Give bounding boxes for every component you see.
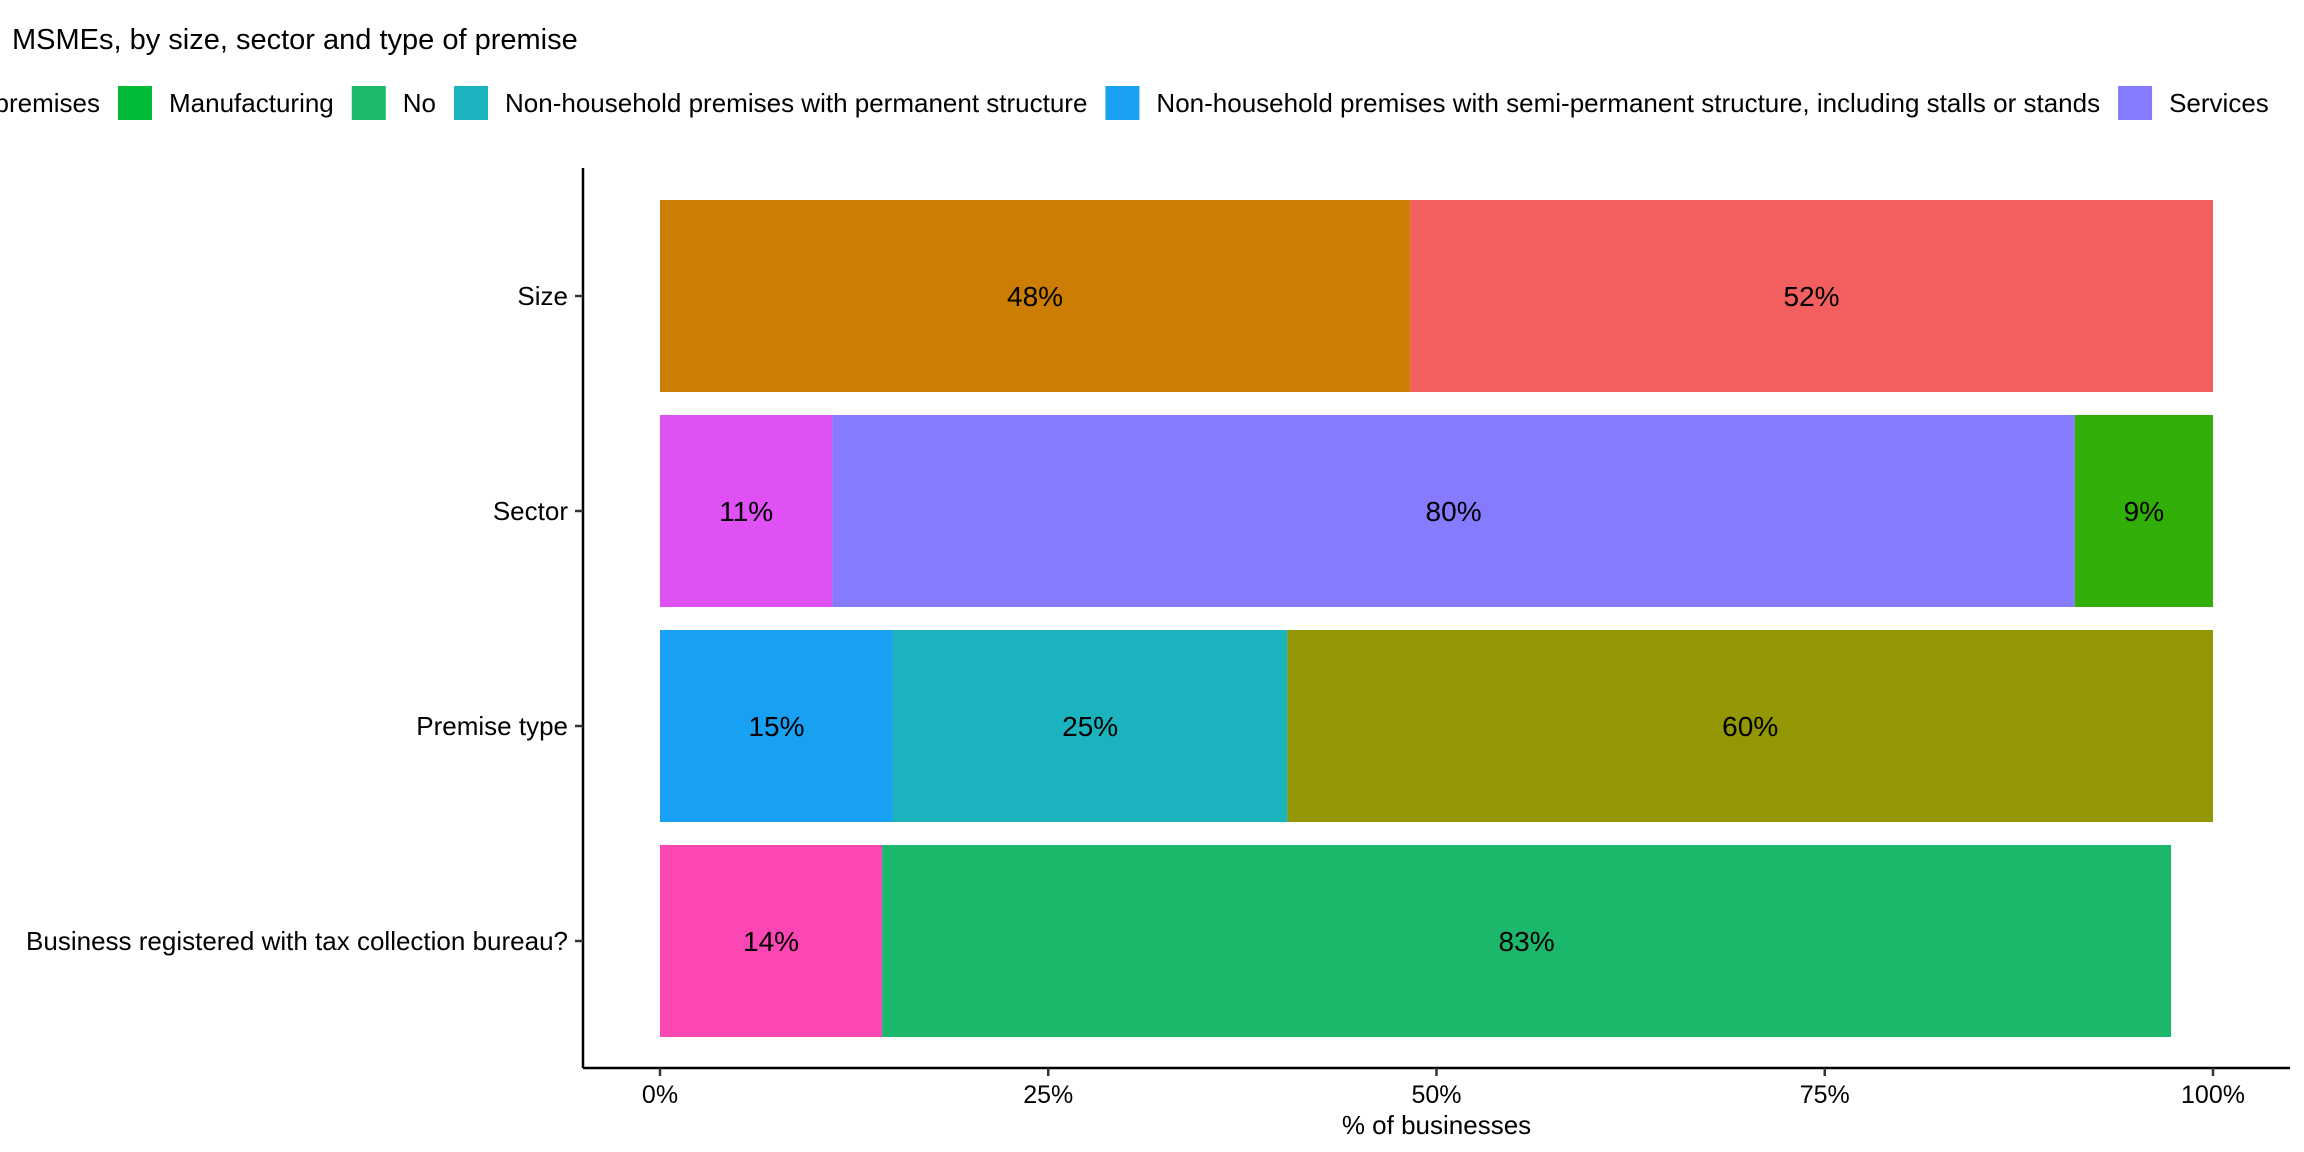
axes: Size Sector Premise type Business registere… <box>26 168 2290 1109</box>
legend-label-6: Services <box>2169 88 2269 118</box>
bar-data-label-3-2: 25% <box>1062 711 1118 742</box>
legend-label-2: Manufacturing <box>169 88 334 118</box>
bar-segment-4-1 <box>660 845 883 1037</box>
legend-label-3: No <box>403 88 436 118</box>
legend-key-4 <box>454 86 489 120</box>
legend-label-1: premises <box>0 88 100 118</box>
legend-label-4: Non-household premises with permanent st… <box>505 88 1087 118</box>
x-tick-label-3: 50% <box>1411 1081 1461 1109</box>
bar-data-label-2-2: 80% <box>1426 496 1482 527</box>
bar-segment-2-3 <box>2074 415 2213 607</box>
x-tick-label-2: 25% <box>1023 1081 1073 1109</box>
legend: premises Manufacturing No Non-household pre… <box>0 86 2269 120</box>
bar-data-label-1-1: 48% <box>1007 281 1063 312</box>
x-axis-title: % of businesses <box>1342 1110 1531 1140</box>
bar-segment-3-1 <box>660 630 893 822</box>
bar-data-label-2-1: 11% <box>719 496 773 527</box>
x-tick-label-4: 75% <box>1800 1081 1850 1109</box>
legend-key-6 <box>2118 86 2153 120</box>
legend-key-3 <box>351 86 386 120</box>
bar-data-label-3-1: 15% <box>748 711 804 742</box>
bar-data-label-2-3: 9% <box>2124 496 2164 527</box>
y-tick-label-4: Business registered with tax collection … <box>26 926 568 956</box>
y-tick-label-3: Premise type <box>416 711 568 741</box>
bar-segment-1-2 <box>1410 200 2213 392</box>
bar-segment-3-3 <box>1287 630 2213 822</box>
bar-segment-1-1 <box>660 200 1411 392</box>
y-tick-label-1: Size <box>517 281 568 311</box>
bar-segment-3-2 <box>892 630 1288 822</box>
x-tick-label-1: 0% <box>642 1081 678 1109</box>
bar-data-label-3-3: 60% <box>1722 711 1778 742</box>
legend-key-2 <box>118 86 152 120</box>
bar-data-label-4-2: 83% <box>1499 926 1555 957</box>
bar-segment-2-1 <box>660 415 833 607</box>
bar-segment-4-2 <box>882 845 2172 1037</box>
x-tick-label-5: 100% <box>2181 1081 2245 1109</box>
legend-key-5 <box>1105 86 1140 120</box>
legend-label-5: Non-household premises with semi-permane… <box>1156 88 2100 118</box>
bar-data-label-4-1: 14% <box>743 926 799 957</box>
chart-title: MSMEs, by size, sector and type of premi… <box>12 24 578 56</box>
plot-area: 48% 52% 11% 80% 9% 15% 25% 60% 14% 83% <box>660 200 2213 1037</box>
y-tick-label-2: Sector <box>493 496 568 526</box>
bar-data-label-1-2: 52% <box>1784 281 1840 312</box>
bar-segment-2-2 <box>832 415 2075 607</box>
